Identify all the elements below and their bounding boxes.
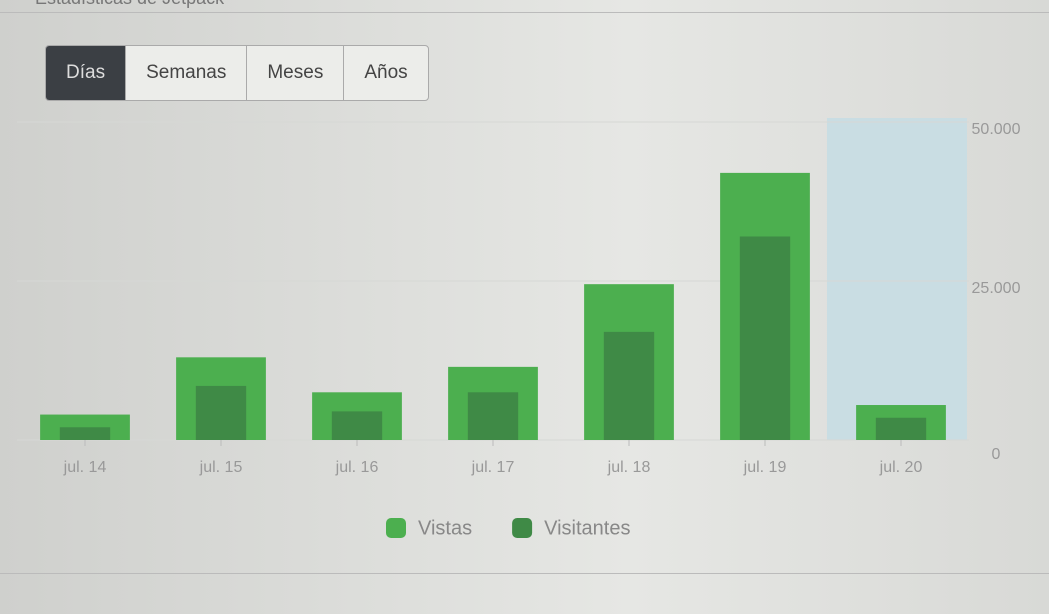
x-tick-label: jul. 20 bbox=[879, 459, 923, 476]
x-tick-label: jul. 14 bbox=[63, 459, 107, 476]
x-tick-label: jul. 16 bbox=[335, 459, 379, 476]
divider bbox=[0, 573, 1049, 574]
period-tab[interactable]: Días bbox=[46, 46, 126, 100]
x-tick-label: jul. 17 bbox=[471, 459, 515, 476]
panel-title: Estadísticas de Jetpack bbox=[35, 0, 224, 9]
bar bbox=[875, 417, 927, 440]
bar bbox=[603, 331, 655, 440]
divider bbox=[0, 12, 1049, 13]
period-tab[interactable]: Años bbox=[343, 46, 427, 100]
period-tab[interactable]: Semanas bbox=[125, 46, 246, 100]
bar bbox=[195, 385, 247, 440]
legend-swatch bbox=[386, 518, 406, 538]
x-tick-label: jul. 19 bbox=[743, 459, 787, 476]
selected-column bbox=[827, 118, 967, 440]
bar bbox=[467, 392, 519, 440]
bar bbox=[59, 427, 111, 440]
bar bbox=[331, 411, 383, 440]
y-tick-label: 0 bbox=[992, 446, 1001, 463]
x-tick-label: jul. 15 bbox=[199, 459, 243, 476]
period-tabs: Días Semanas Meses Años bbox=[45, 45, 429, 101]
legend-swatch bbox=[512, 518, 533, 538]
legend-label: Visitantes bbox=[544, 517, 630, 539]
x-tick-label: jul. 18 bbox=[607, 459, 651, 476]
legend-label: Vistas bbox=[418, 517, 472, 539]
y-tick-label: 25.000 bbox=[972, 280, 1021, 297]
period-tab[interactable]: Meses bbox=[246, 46, 343, 100]
bar bbox=[739, 236, 791, 440]
y-tick-label: 50.000 bbox=[972, 121, 1021, 138]
